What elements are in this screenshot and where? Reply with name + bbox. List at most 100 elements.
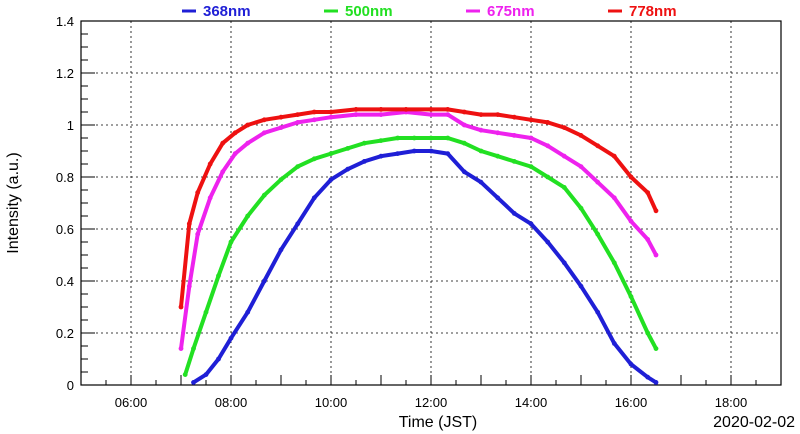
data-point <box>295 164 301 170</box>
x-tick-label: 18:00 <box>715 395 748 410</box>
data-point <box>353 112 359 117</box>
data-point <box>645 190 651 196</box>
data-point <box>295 112 301 117</box>
data-point <box>186 283 192 289</box>
data-point <box>511 159 517 164</box>
y-tick-label: 1.2 <box>56 66 74 81</box>
data-point <box>245 309 251 315</box>
data-point <box>495 112 501 117</box>
data-point <box>195 190 201 196</box>
data-point <box>245 140 251 146</box>
legend: 368nm 500nm 675nm 778nm <box>182 3 677 20</box>
data-point <box>595 231 601 237</box>
x-tick-label: 06:00 <box>115 395 148 410</box>
data-point <box>578 133 584 138</box>
data-point <box>278 125 284 130</box>
data-point <box>207 195 213 201</box>
data-point <box>328 114 334 120</box>
data-point <box>278 177 284 183</box>
data-point <box>445 107 451 112</box>
data-point <box>361 159 367 164</box>
data-point <box>545 239 551 245</box>
data-point <box>403 107 409 112</box>
data-point <box>611 153 617 159</box>
data-point <box>611 195 617 201</box>
data-point <box>628 174 634 180</box>
data-point <box>220 140 226 146</box>
data-point <box>195 231 201 237</box>
data-point <box>645 330 651 336</box>
y-tick-label: 1 <box>67 118 74 133</box>
y-tick-label: 0.2 <box>56 326 74 341</box>
data-point <box>595 143 601 149</box>
data-point <box>495 153 501 159</box>
data-point <box>378 153 384 159</box>
data-point <box>578 164 584 170</box>
series-line <box>179 110 658 351</box>
series-778nm <box>178 107 659 310</box>
data-point <box>278 114 284 120</box>
data-point <box>528 117 534 123</box>
data-point <box>178 304 184 310</box>
data-point <box>328 177 334 183</box>
series-layer <box>178 107 659 385</box>
data-point <box>411 148 417 154</box>
series-line <box>191 149 658 385</box>
data-point <box>261 130 267 136</box>
data-point <box>545 120 551 125</box>
data-point <box>561 153 567 159</box>
data-point <box>428 135 434 141</box>
data-point <box>203 309 209 315</box>
data-point <box>311 156 317 162</box>
legend-label: 675nm <box>487 3 535 20</box>
data-point <box>182 372 188 377</box>
data-point <box>511 114 517 120</box>
data-point <box>261 192 267 198</box>
data-point <box>232 130 238 136</box>
data-point <box>445 135 451 141</box>
data-point <box>245 213 251 219</box>
y-tick-label: 1.4 <box>56 14 74 29</box>
data-point <box>378 138 384 144</box>
data-point <box>461 109 467 115</box>
data-point <box>578 205 584 211</box>
data-point <box>478 179 484 185</box>
data-point <box>511 133 517 138</box>
data-point <box>261 117 267 123</box>
data-point <box>628 218 634 224</box>
y-tick-label: 0.4 <box>56 274 74 289</box>
data-point <box>611 260 617 266</box>
series-500nm <box>182 135 659 377</box>
data-point <box>216 273 221 279</box>
data-point <box>478 112 484 117</box>
y-axis-title: Intensity (a.u.) <box>5 152 22 253</box>
data-point <box>395 135 401 141</box>
data-point <box>178 346 184 351</box>
data-point <box>445 112 451 117</box>
date-label: 2020-02-02 <box>713 414 795 431</box>
data-point <box>295 221 301 227</box>
data-point <box>428 112 434 117</box>
data-point <box>495 130 501 136</box>
data-point <box>328 109 334 115</box>
legend-label: 778nm <box>629 3 677 20</box>
data-point <box>653 380 659 385</box>
data-point <box>395 151 401 157</box>
series-675nm <box>178 109 659 351</box>
data-point <box>653 346 659 351</box>
data-point <box>203 372 209 377</box>
data-point <box>545 143 551 149</box>
data-point <box>345 166 351 172</box>
x-tick-label: 16:00 <box>615 395 648 410</box>
data-point <box>378 107 384 112</box>
data-point <box>528 164 534 170</box>
data-point <box>561 185 567 190</box>
x-tick-label: 08:00 <box>215 395 248 410</box>
data-point <box>232 151 238 157</box>
data-point <box>328 151 334 157</box>
data-point <box>528 135 534 141</box>
x-tick-label: 12:00 <box>415 395 448 410</box>
data-point <box>495 195 501 201</box>
y-tick-label: 0.6 <box>56 222 74 237</box>
data-point <box>428 148 434 154</box>
